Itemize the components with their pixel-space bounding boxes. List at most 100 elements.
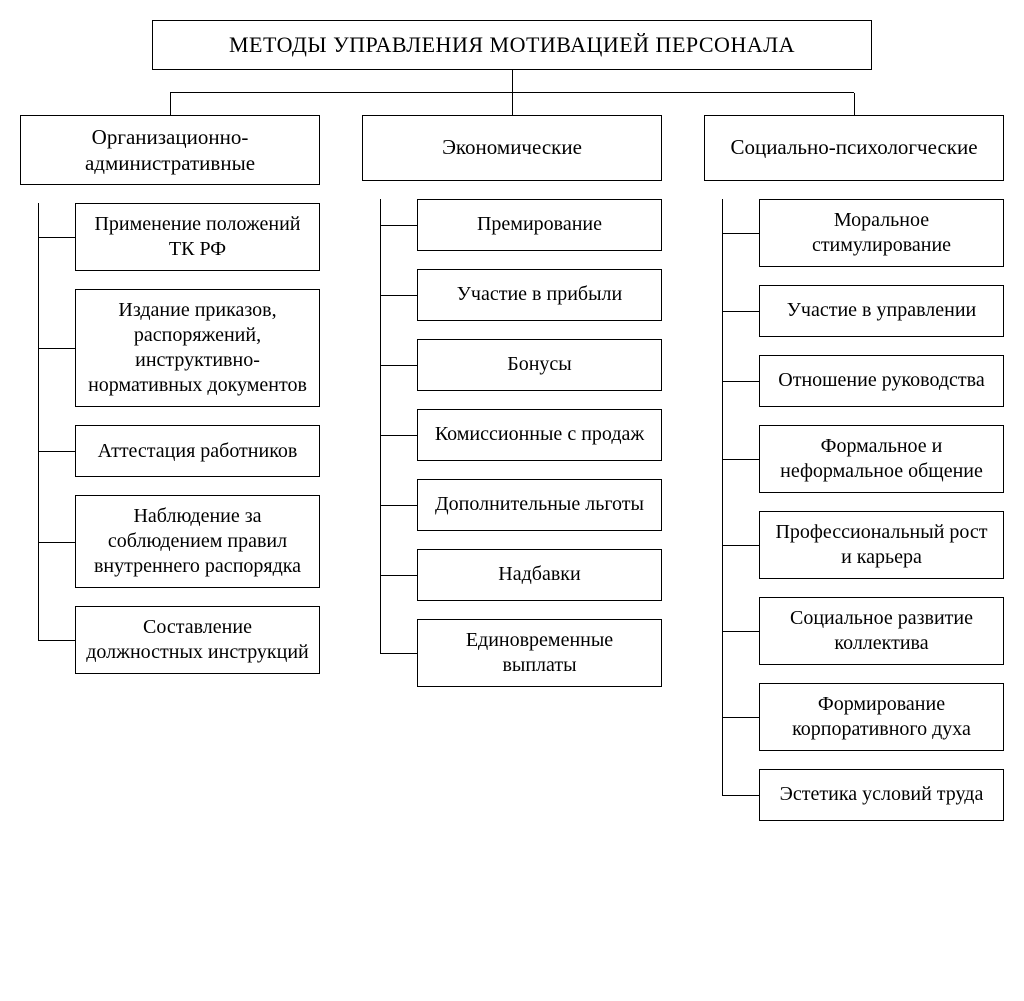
item-label: Профессиональный рост и карьера [770, 520, 993, 570]
tick [38, 640, 75, 641]
item-row: Социальное развитие коллектива [704, 597, 1004, 665]
tick [722, 545, 759, 546]
tick [722, 233, 759, 234]
category-label: Экономические [442, 134, 582, 160]
tick [38, 237, 75, 238]
item-row: Профессиональный рост и карьера [704, 511, 1004, 579]
category-label: Социально-психологческие [730, 134, 977, 160]
item-row: Премирование [362, 199, 662, 251]
tick [38, 348, 75, 349]
item-row: Аттестация работников [20, 425, 320, 477]
item-label: Участие в прибыли [457, 282, 622, 307]
item-row: Составление должностных инструкций [20, 606, 320, 674]
item-box: Участие в управлении [759, 285, 1004, 337]
item-box: Единовременные выплаты [417, 619, 662, 687]
item-box: Надбавки [417, 549, 662, 601]
item-box: Участие в прибыли [417, 269, 662, 321]
item-box: Отношение руководства [759, 355, 1004, 407]
item-row: Комиссионные с продаж [362, 409, 662, 461]
tick [722, 795, 759, 796]
item-row: Формальное и неформальное общение [704, 425, 1004, 493]
item-label: Отношение руководства [778, 368, 984, 393]
item-box: Наблюдение за соблюдением правил внутрен… [75, 495, 320, 588]
item-label: Бонусы [507, 352, 572, 377]
tick [380, 225, 417, 226]
item-box: Эстетика условий труда [759, 769, 1004, 821]
tick [380, 435, 417, 436]
item-row: Формирование корпоративного духа [704, 683, 1004, 751]
item-row: Надбавки [362, 549, 662, 601]
item-label: Наблюдение за соблюдением правил внутрен… [86, 504, 309, 579]
root-connector [512, 70, 513, 92]
item-label: Социальное развитие коллектива [770, 606, 993, 656]
tick [722, 381, 759, 382]
item-box: Премирование [417, 199, 662, 251]
item-box: Применение положений ТК РФ [75, 203, 320, 271]
item-row: Участие в прибыли [362, 269, 662, 321]
tick [722, 717, 759, 718]
tick [722, 459, 759, 460]
tick [380, 653, 417, 654]
tick [38, 542, 75, 543]
item-label: Эстетика условий труда [780, 782, 984, 807]
item-box: Дополнительные льготы [417, 479, 662, 531]
item-label: Составление должностных инструкций [86, 615, 309, 665]
item-box: Социальное развитие коллектива [759, 597, 1004, 665]
drop-line-1 [170, 93, 171, 115]
item-box: Профессиональный рост и карьера [759, 511, 1004, 579]
item-label: Единовременные выплаты [428, 628, 651, 678]
item-box: Аттестация работников [75, 425, 320, 477]
item-label: Премирование [477, 212, 602, 237]
tick [380, 295, 417, 296]
item-row: Применение положений ТК РФ [20, 203, 320, 271]
item-row: Единовременные выплаты [362, 619, 662, 687]
item-label: Дополнительные льготы [435, 492, 644, 517]
item-row: Эстетика условий труда [704, 769, 1004, 821]
item-row: Отношение руководства [704, 355, 1004, 407]
item-row: Участие в управлении [704, 285, 1004, 337]
item-box: Моральное стимулирование [759, 199, 1004, 267]
tick [380, 575, 417, 576]
item-row: Издание приказов, распоряжений, инструкт… [20, 289, 320, 407]
item-box: Формирование корпоративного духа [759, 683, 1004, 751]
tick [380, 505, 417, 506]
drop-line-3 [854, 93, 855, 115]
item-row: Дополнительные льготы [362, 479, 662, 531]
items-group-1: Применение положений ТК РФ Издание прика… [20, 203, 320, 674]
item-label: Аттестация работников [98, 439, 298, 464]
category-column-2: Экономические Премирование Участие в при… [362, 115, 662, 821]
item-label: Участие в управлении [787, 298, 976, 323]
category-box-2: Экономические [362, 115, 662, 181]
item-row: Моральное стимулирование [704, 199, 1004, 267]
tick [380, 365, 417, 366]
item-label: Надбавки [498, 562, 580, 587]
root-label: МЕТОДЫ УПРАВЛЕНИЯ МОТИВАЦИЕЙ ПЕРСОНАЛА [229, 31, 795, 59]
item-label: Комиссионные с продаж [435, 422, 644, 447]
item-row: Бонусы [362, 339, 662, 391]
item-row: Наблюдение за соблюдением правил внутрен… [20, 495, 320, 588]
tick [722, 311, 759, 312]
category-box-3: Социально-психологческие [704, 115, 1004, 181]
category-box-1: Организационно-административные [20, 115, 320, 186]
items-group-3: Моральное стимулирование Участие в управ… [704, 199, 1004, 821]
drop-line-2 [512, 93, 513, 115]
items-group-2: Премирование Участие в прибыли Бонусы Ко… [362, 199, 662, 687]
category-column-1: Организационно-административные Применен… [20, 115, 320, 821]
item-box: Бонусы [417, 339, 662, 391]
item-label: Формирование корпоративного духа [770, 692, 993, 742]
tick [38, 451, 75, 452]
item-label: Издание приказов, распоряжений, инструкт… [86, 298, 309, 398]
tick [722, 631, 759, 632]
category-label: Организационно-административные [33, 124, 307, 177]
columns: Организационно-административные Применен… [20, 115, 1004, 821]
item-box: Комиссионные с продаж [417, 409, 662, 461]
category-column-3: Социально-психологческие Моральное стиму… [704, 115, 1004, 821]
item-label: Формальное и неформальное общение [770, 434, 993, 484]
item-box: Издание приказов, распоряжений, инструкт… [75, 289, 320, 407]
item-box: Составление должностных инструкций [75, 606, 320, 674]
item-label: Применение положений ТК РФ [86, 212, 309, 262]
item-label: Моральное стимулирование [770, 208, 993, 258]
org-tree-diagram: МЕТОДЫ УПРАВЛЕНИЯ МОТИВАЦИЕЙ ПЕРСОНАЛА О… [20, 20, 1004, 821]
item-box: Формальное и неформальное общение [759, 425, 1004, 493]
root-node: МЕТОДЫ УПРАВЛЕНИЯ МОТИВАЦИЕЙ ПЕРСОНАЛА [152, 20, 872, 70]
